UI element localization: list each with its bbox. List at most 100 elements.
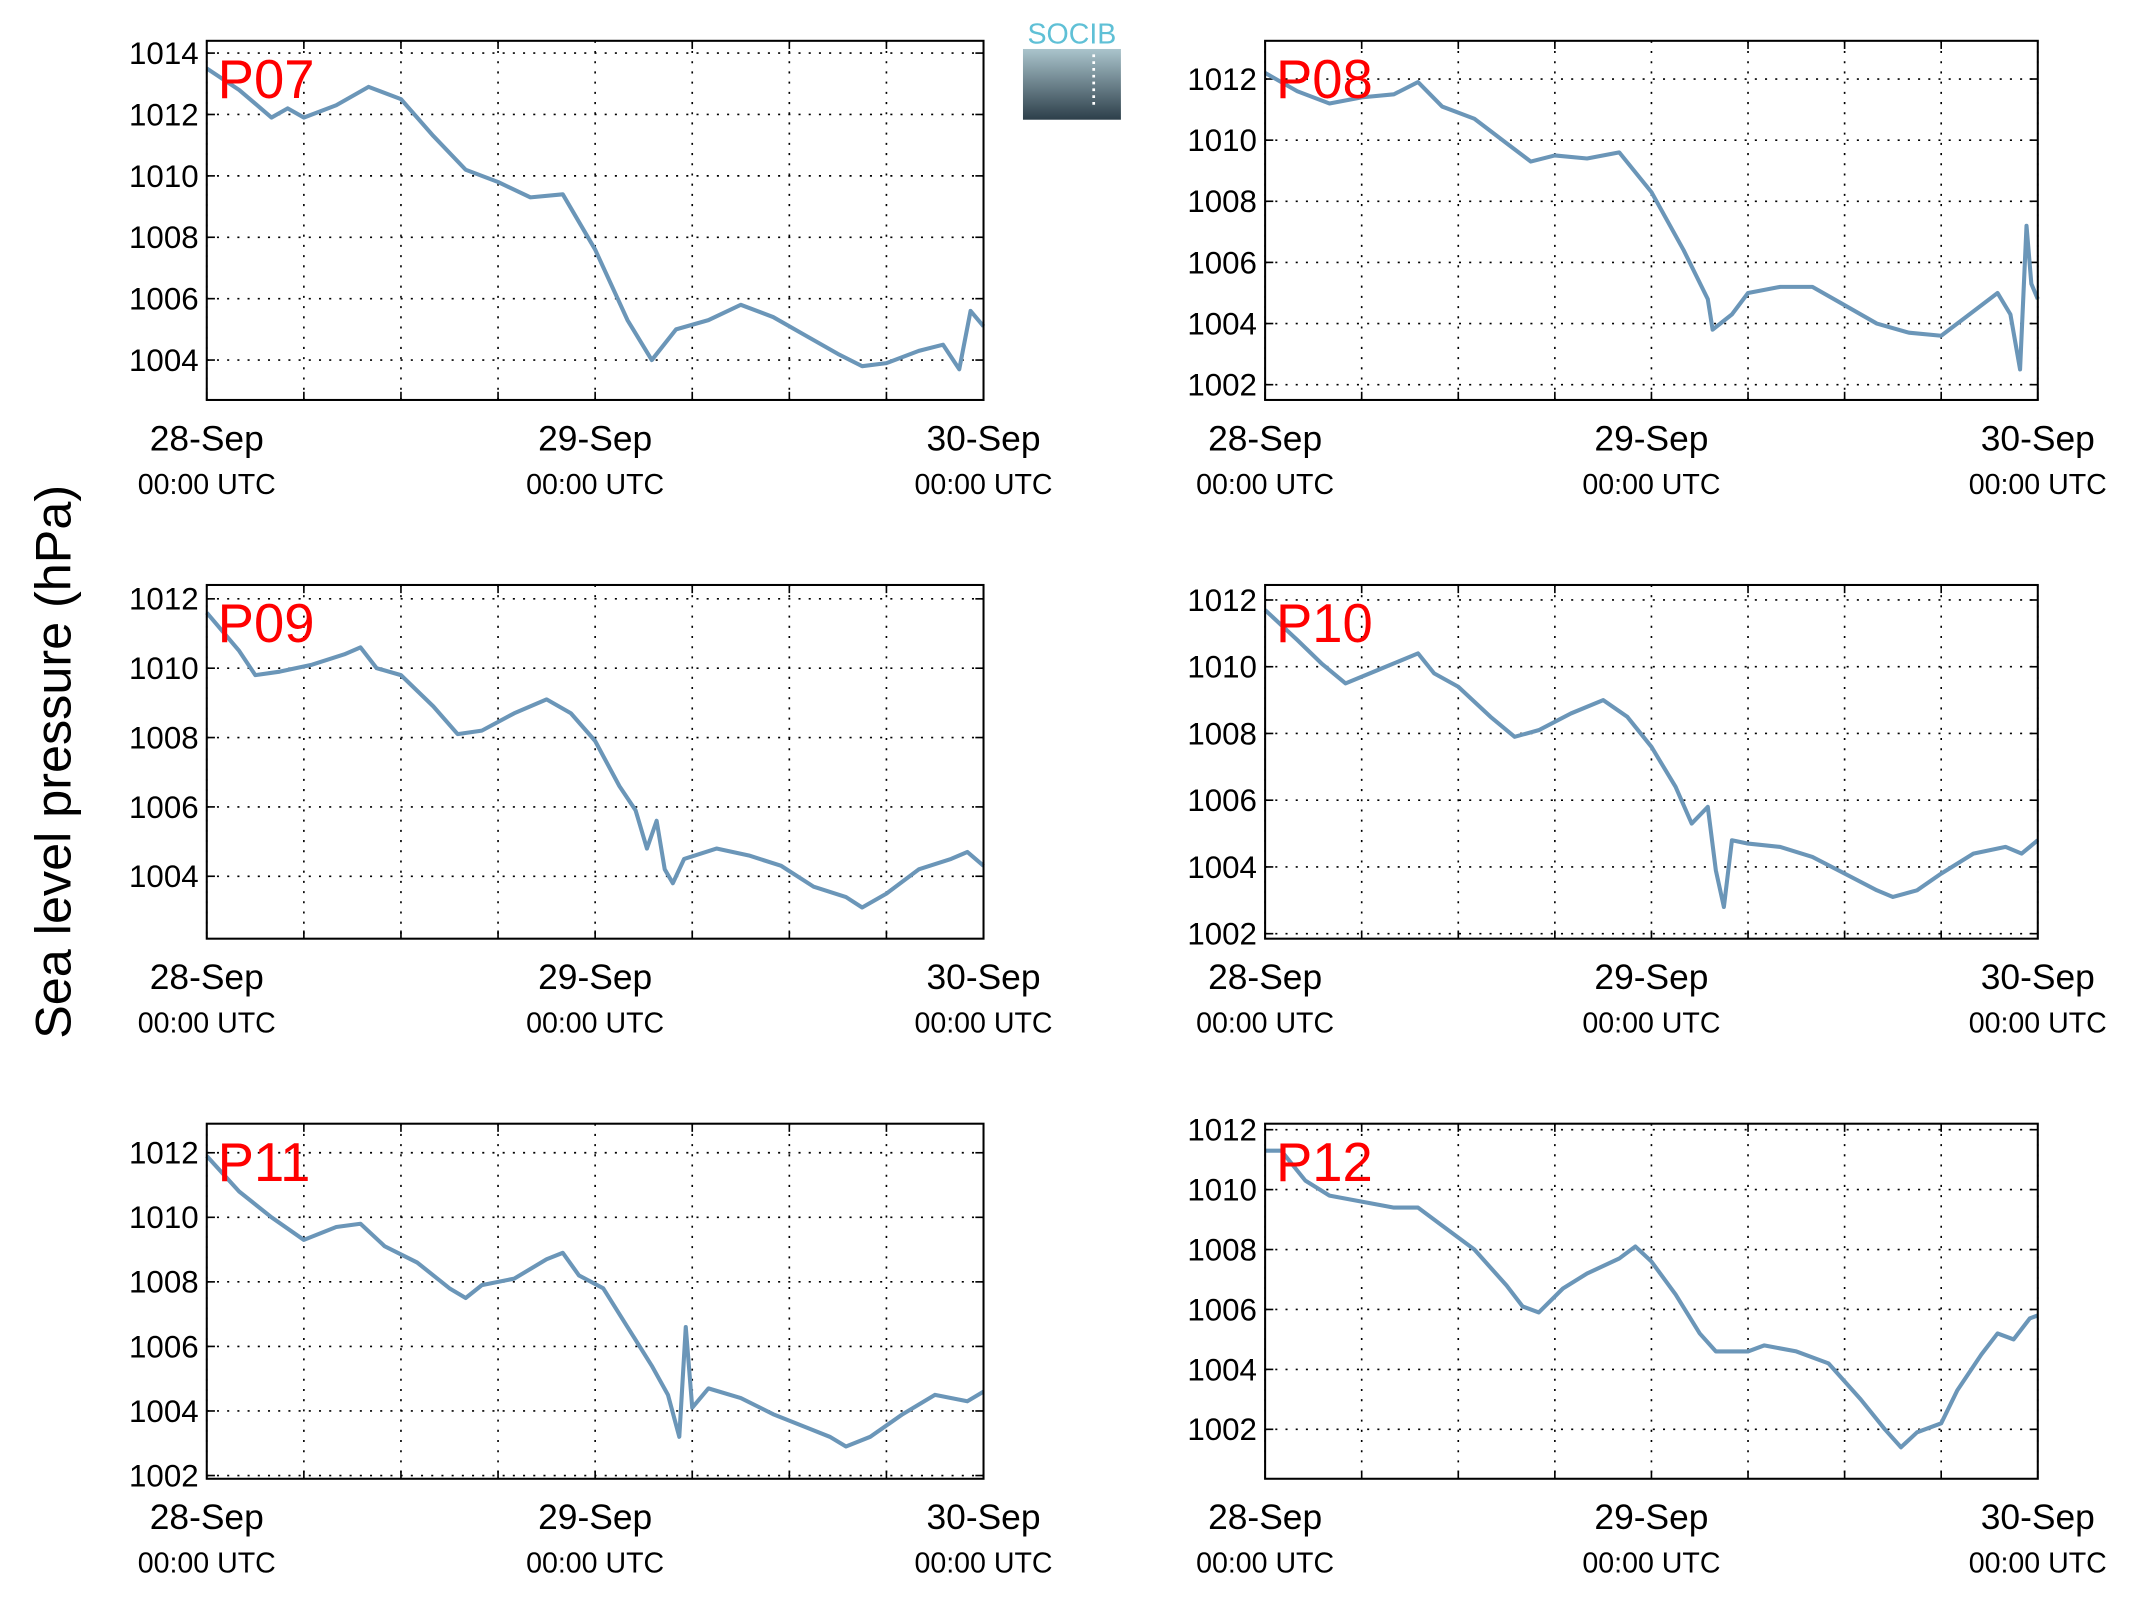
y-tick-label: 1004 <box>129 1394 199 1429</box>
y-tick-label: 1008 <box>1187 716 1257 751</box>
x-tick-label: 29-Sep <box>538 419 652 458</box>
y-tick-label: 1006 <box>129 282 199 317</box>
y-tick-label: 1006 <box>1187 245 1257 280</box>
panel-title: P12 <box>1276 1132 1373 1193</box>
x-tick-sublabel: 00:00 UTC <box>526 469 664 501</box>
subplot: 1004 1006 1008 1010 1012 28-Sep 00:00 UTC 29-Se… <box>129 582 1052 1040</box>
x-tick-label: 29-Sep <box>538 1498 652 1537</box>
y-tick-label: 1002 <box>129 1458 199 1493</box>
y-tick-label: 1010 <box>1187 1172 1257 1207</box>
y-tick-label: 1010 <box>129 159 199 194</box>
x-tick-label: 29-Sep <box>538 958 652 997</box>
x-tick-sublabel: 00:00 UTC <box>914 469 1052 501</box>
axes-frame <box>1264 1122 2039 1480</box>
logo-text: SOCIB <box>1028 19 1117 51</box>
logo-image <box>1022 48 1121 120</box>
axes-frame <box>205 39 985 401</box>
data-line <box>205 66 986 372</box>
x-tick-sublabel: 00:00 UTC <box>138 469 276 501</box>
y-tick-label: 1002 <box>1187 917 1257 952</box>
y-tick-label: 1010 <box>129 1200 199 1235</box>
y-tick-label: 1010 <box>129 651 199 686</box>
x-tick-sublabel: 00:00 UTC <box>1969 1548 2107 1580</box>
plot-area <box>206 40 984 400</box>
y-tick-label: 1008 <box>129 720 199 755</box>
x-tick-sublabel: 00:00 UTC <box>1969 469 2107 501</box>
y-tick-label: 1014 <box>129 36 199 71</box>
y-tick-label: 1008 <box>129 1265 199 1300</box>
y-tick-label: 1012 <box>1187 62 1257 97</box>
y-tick-label: 1006 <box>129 1329 199 1364</box>
x-tick-label: 29-Sep <box>1594 958 1708 997</box>
x-tick-label: 28-Sep <box>150 419 264 458</box>
y-tick-label: 1012 <box>129 97 199 132</box>
x-tick-sublabel: 00:00 UTC <box>914 1008 1052 1040</box>
x-tick-label: 28-Sep <box>150 1498 264 1537</box>
x-tick-label: 30-Sep <box>927 419 1041 458</box>
plot-area <box>206 1123 984 1479</box>
x-tick-sublabel: 00:00 UTC <box>914 1548 1052 1580</box>
y-tick-label: 1010 <box>1187 123 1257 158</box>
x-tick-sublabel: 00:00 UTC <box>138 1548 276 1580</box>
data-line <box>205 1154 985 1449</box>
y-tick-label: 1012 <box>1187 1113 1257 1148</box>
panel-title: P07 <box>218 49 315 110</box>
data-line <box>1265 1148 2039 1450</box>
x-tick-label: 28-Sep <box>1208 419 1322 458</box>
x-tick-sublabel: 00:00 UTC <box>526 1548 664 1580</box>
x-tick-label: 28-Sep <box>1208 958 1322 997</box>
x-tick-label: 30-Sep <box>927 958 1041 997</box>
y-tick-label: 1012 <box>129 1136 199 1171</box>
panel-title: P09 <box>218 593 315 654</box>
y-tick-label: 1006 <box>129 790 199 825</box>
plot-area <box>1265 584 2038 939</box>
x-tick-label: 30-Sep <box>1981 1498 2095 1537</box>
panel-title: P08 <box>1276 49 1373 110</box>
y-tick-label: 1012 <box>1187 583 1257 618</box>
x-tick-label: 29-Sep <box>1594 1498 1708 1537</box>
y-tick-label: 1006 <box>1187 1292 1257 1327</box>
y-tick-label: 1006 <box>1187 783 1257 818</box>
x-tick-label: 29-Sep <box>1594 419 1708 458</box>
plot-area <box>1265 40 2038 400</box>
data-line <box>1263 608 2040 910</box>
x-tick-sublabel: 00:00 UTC <box>1582 469 1720 501</box>
x-tick-sublabel: 00:00 UTC <box>526 1008 664 1040</box>
x-tick-label: 28-Sep <box>1208 1498 1322 1537</box>
y-tick-label: 1004 <box>1187 306 1257 341</box>
y-tick-label: 1004 <box>129 343 199 378</box>
x-tick-sublabel: 00:00 UTC <box>1582 1548 1720 1580</box>
data-line <box>1264 71 2040 372</box>
y-tick-label: 1002 <box>1187 368 1257 403</box>
plot-area <box>1265 1123 2038 1479</box>
x-tick-label: 28-Sep <box>150 958 264 997</box>
x-tick-sublabel: 00:00 UTC <box>1582 1008 1720 1040</box>
x-tick-sublabel: 00:00 UTC <box>1196 1008 1334 1040</box>
axes-frame <box>205 1122 985 1480</box>
x-tick-label: 30-Sep <box>1981 419 2095 458</box>
axes-frame <box>205 583 985 940</box>
y-axis-label: Sea level pressure (hPa) <box>25 485 82 1039</box>
y-tick-label: 1004 <box>1187 850 1257 885</box>
panel-title: P10 <box>1276 593 1373 654</box>
axes-frame <box>1264 583 2039 940</box>
y-tick-label: 1004 <box>129 859 199 894</box>
plot-area <box>206 584 984 939</box>
subplot: 1002 1004 1006 1008 1010 1012 28-Sep 00:00 UTC 2… <box>1187 39 2107 501</box>
y-tick-label: 1008 <box>1187 1232 1257 1267</box>
x-tick-sublabel: 00:00 UTC <box>1196 469 1334 501</box>
y-tick-label: 1008 <box>1187 184 1257 219</box>
subplot: 1004 1006 1008 1010 1012 1014 28-Sep 00:00 UTC 2… <box>129 36 1052 501</box>
logo: SOCIB <box>1022 19 1121 120</box>
data-line <box>205 611 985 910</box>
y-tick-label: 1010 <box>1187 650 1257 685</box>
x-tick-sublabel: 00:00 UTC <box>138 1008 276 1040</box>
y-tick-label: 1012 <box>129 582 199 617</box>
subplot: 1002 1004 1006 1008 1010 1012 28-Sep 00:00 UTC 2… <box>1187 583 2106 1040</box>
y-tick-label: 1002 <box>1187 1412 1257 1447</box>
subplot: 1002 1004 1006 1008 1010 1012 28-Sep 00:00 UTC 2… <box>1187 1113 2106 1580</box>
x-tick-label: 30-Sep <box>1981 958 2095 997</box>
x-tick-sublabel: 00:00 UTC <box>1969 1008 2107 1040</box>
